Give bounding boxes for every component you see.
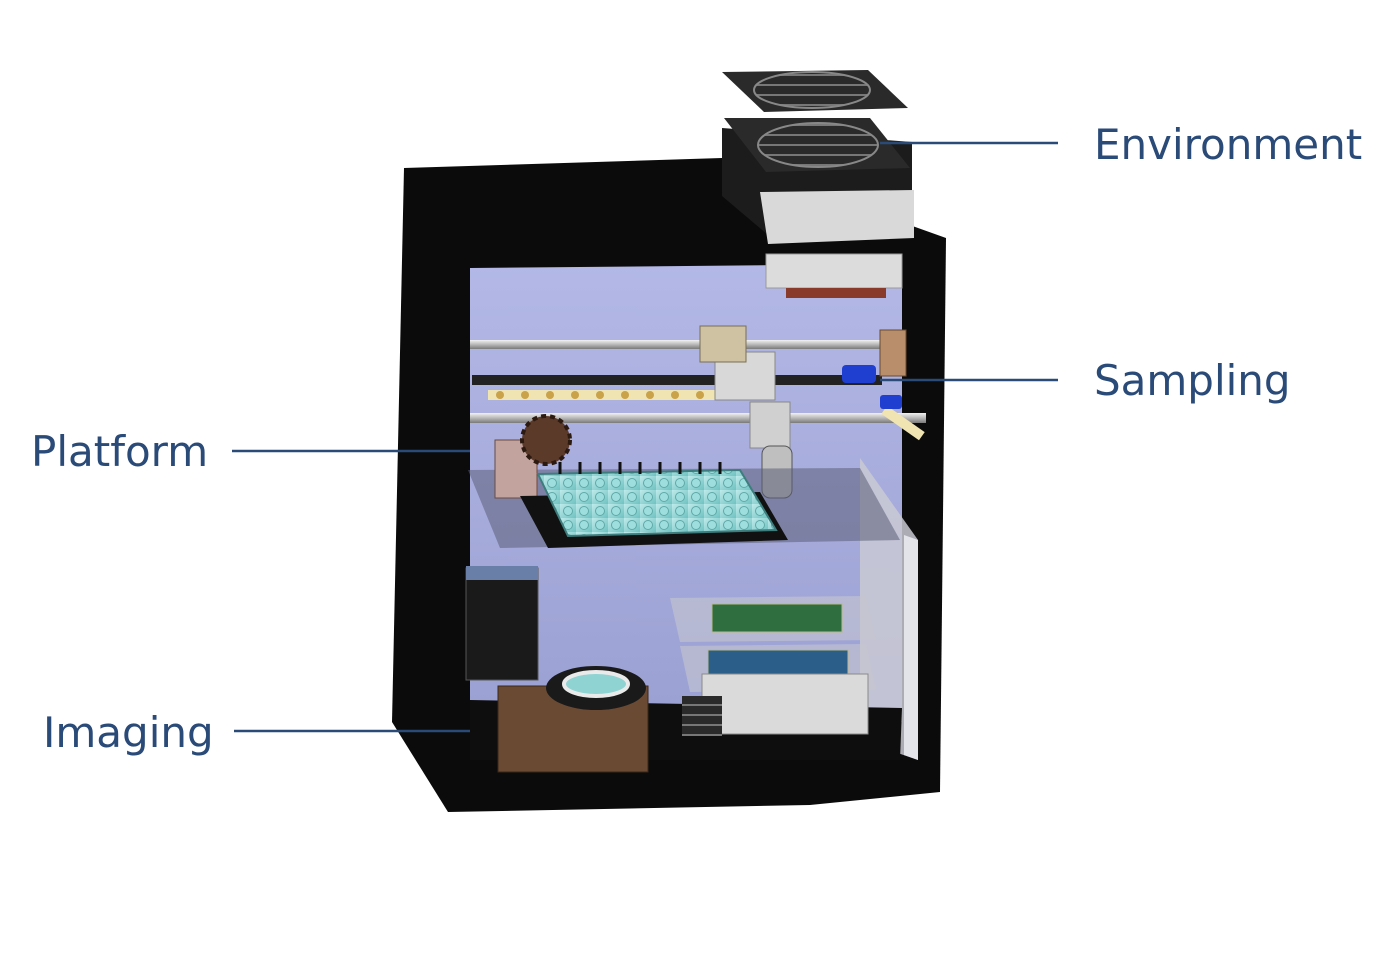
leader-lines: [232, 141, 1058, 733]
environment-module: [722, 70, 914, 298]
fan-base-block: [760, 190, 914, 244]
label-sampling: Sampling: [1094, 356, 1291, 405]
rail-bearings: [496, 391, 704, 399]
rail-right-diagonal: [881, 405, 925, 441]
gear-icon: [520, 414, 572, 466]
blue-actuator: [842, 365, 876, 383]
side-panel-edge: [904, 535, 918, 760]
power-supply-grill: [682, 696, 722, 736]
carriage-motor: [699, 325, 747, 363]
pipette-tips: [558, 462, 722, 474]
heat-sink-foot: [786, 288, 886, 298]
pipette-head: [749, 401, 791, 449]
well-plate: [536, 468, 778, 538]
power-supply: [701, 673, 869, 735]
rail-lower: [470, 413, 926, 423]
blue-actuator-lower: [880, 395, 902, 409]
rail-upper: [470, 340, 884, 349]
stepper-motor: [465, 567, 539, 681]
raspberry-pi-board: [711, 603, 843, 633]
label-environment: Environment: [1094, 120, 1363, 169]
label-platform: Platform: [31, 427, 209, 476]
electronics-stack: [465, 566, 876, 736]
ring-light-lens: [562, 670, 630, 698]
fan-top-icon: [722, 70, 908, 112]
stepper-motor-top: [466, 566, 538, 580]
gear-bracket: [494, 439, 538, 499]
endstop-block: [879, 329, 907, 377]
fan-bottom-icon: [724, 118, 910, 172]
label-imaging: Imaging: [43, 708, 214, 757]
heat-sink: [765, 253, 903, 289]
platform: [468, 414, 900, 548]
rail-guide: [488, 390, 738, 400]
rail-middle: [472, 375, 882, 385]
imaging-module: [497, 666, 649, 773]
